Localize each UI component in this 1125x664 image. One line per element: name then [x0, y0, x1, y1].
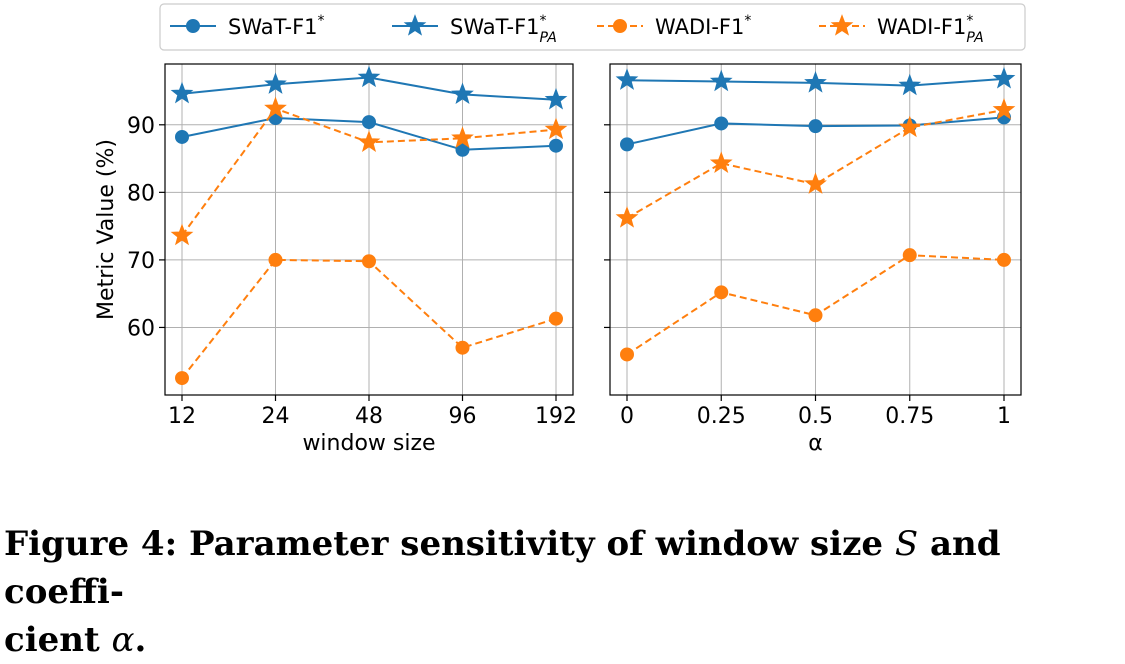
- x-tick-label: 48: [355, 404, 383, 429]
- x-tick-label: 0.75: [885, 404, 934, 429]
- data-point: [804, 172, 827, 194]
- y-axis-label: Metric Value (%): [94, 139, 119, 320]
- data-point: [268, 252, 283, 267]
- data-point: [170, 223, 194, 246]
- legend-sup: *: [540, 13, 547, 29]
- caption-line2: cient: [4, 620, 112, 660]
- caption-symbol-alpha: α: [111, 620, 135, 660]
- x-tick-label: 1: [997, 404, 1011, 429]
- data-point: [362, 115, 376, 130]
- x-tick-label: 0.25: [697, 404, 746, 429]
- caption-middle: and coeffi-: [4, 524, 1001, 612]
- legend-base: SWaT-F1: [228, 15, 318, 39]
- legend-sup: *: [966, 13, 973, 29]
- legend-marker: [186, 19, 200, 33]
- series-line-3: [626, 108, 1005, 219]
- y-tick-label: 60: [127, 316, 155, 341]
- data-point: [808, 119, 823, 134]
- legend-marker: [830, 14, 854, 36]
- legend-entry-0: SWaT-F1*: [228, 13, 325, 39]
- x-axis-label: α: [808, 431, 823, 456]
- legend-base: WADI-F1: [655, 15, 744, 39]
- data-point: [357, 130, 381, 153]
- caption-end: .: [134, 620, 147, 660]
- data-point: [620, 137, 634, 152]
- data-point: [714, 285, 729, 300]
- data-point: [804, 70, 827, 93]
- data-point: [615, 206, 639, 228]
- legend-marker: [613, 19, 627, 33]
- legend-marker: [403, 14, 427, 36]
- legend-sub: PA: [540, 30, 557, 46]
- data-point: [175, 371, 189, 386]
- x-tick-label: 24: [262, 404, 290, 429]
- data-point: [549, 138, 563, 153]
- legend: SWaT-F1* SWaT-F1* PA WADI-F1* WADI-F1* PA: [159, 3, 1026, 51]
- data-point: [544, 117, 568, 140]
- data-point: [620, 347, 634, 362]
- data-point: [455, 340, 470, 355]
- data-point: [264, 72, 287, 94]
- legend-entry-1: SWaT-F1* PA: [450, 13, 557, 46]
- data-point: [808, 308, 823, 323]
- x-tick-label: 96: [449, 404, 477, 429]
- caption-prefix: Figure 4: Parameter sensitivity of windo…: [4, 524, 895, 564]
- data-point: [709, 69, 733, 92]
- data-point: [544, 87, 568, 110]
- chart-panel-alpha: 0 0.25 0.5 0.75 1 α: [604, 63, 1022, 456]
- data-point: [997, 252, 1011, 267]
- y-tick-label: 80: [127, 181, 155, 206]
- legend-frame: [159, 3, 1026, 51]
- caption-symbol-s: S: [894, 524, 919, 564]
- data-point: [714, 116, 729, 131]
- figure: SWaT-F1* SWaT-F1* PA WADI-F1* WADI-F1* PA 12 2…: [94, 3, 1026, 456]
- data-point: [170, 81, 194, 104]
- data-point: [362, 254, 376, 269]
- data-point: [451, 126, 474, 148]
- legend-base: SWaT-F1: [450, 15, 540, 39]
- data-point: [898, 115, 922, 138]
- data-point: [264, 96, 287, 119]
- x-axis-label: window size: [302, 431, 435, 456]
- data-point: [992, 66, 1016, 89]
- legend-sup: *: [318, 13, 325, 29]
- x-tick-label: 192: [535, 404, 577, 429]
- data-point: [902, 248, 917, 263]
- legend-sub: PA: [966, 30, 983, 46]
- figure-caption: Figure 4: Parameter sensitivity of windo…: [4, 520, 1122, 664]
- legend-sup: *: [744, 13, 751, 29]
- data-point: [615, 68, 639, 90]
- y-tick-label: 90: [127, 114, 155, 139]
- data-point: [898, 73, 922, 96]
- legend-entry-3: WADI-F1* PA: [877, 13, 984, 46]
- data-point: [709, 151, 733, 173]
- data-point: [357, 65, 381, 88]
- legend-entry-2: WADI-F1*: [655, 13, 751, 39]
- data-point: [175, 129, 189, 144]
- x-tick-label: 12: [168, 404, 196, 429]
- x-tick-label: 0.5: [798, 404, 833, 429]
- legend-base: WADI-F1: [877, 15, 966, 39]
- data-point: [451, 82, 474, 105]
- chart-panel-window-size: 12 24 48 96 192 60 70 80 90 window size Metric Val…: [94, 63, 577, 456]
- data-point: [992, 97, 1016, 120]
- data-point: [549, 311, 563, 326]
- x-tick-label: 0: [620, 404, 634, 429]
- y-tick-label: 70: [127, 249, 155, 274]
